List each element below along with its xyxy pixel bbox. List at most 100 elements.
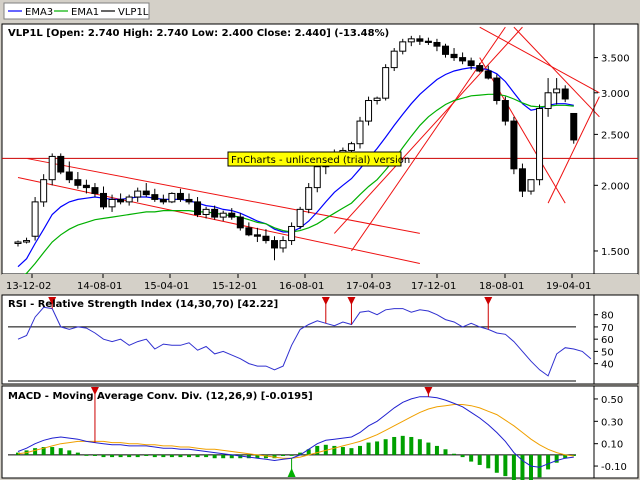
macd-histogram-bar — [263, 454, 268, 459]
macd-histogram-bar — [358, 445, 362, 455]
candle-body — [23, 240, 31, 243]
time-axis-label: 18-08-01 — [479, 281, 524, 292]
price-y-axis: 1.500 2.000 2.500 3.000 3.500 — [593, 24, 630, 274]
time-axis-label: 15-04-01 — [144, 281, 189, 292]
price-trendline — [547, 96, 600, 204]
macd-histogram-bar — [443, 449, 448, 455]
time-axis-label: 16-08-01 — [279, 281, 324, 292]
macd-histogram-bar — [144, 454, 149, 456]
macd-histogram-bar — [67, 450, 72, 455]
rsi-y-tick-label: 70 — [601, 323, 614, 334]
macd-buy-marker — [287, 468, 296, 477]
macd-histogram-bar — [255, 454, 260, 459]
macd-histogram-bar — [118, 454, 123, 458]
macd-histogram-bar — [41, 447, 46, 455]
price-y-tick-label: 2.000 — [601, 181, 630, 192]
candle-body — [313, 166, 321, 189]
macd-line — [17, 396, 574, 468]
macd-histogram-bar — [546, 454, 551, 470]
candle-body — [219, 212, 227, 218]
time-axis-label: 15-12-01 — [212, 281, 257, 292]
candle-body — [561, 88, 569, 100]
macd-plot: -0.10 0.10 0.30 0.50 — [8, 386, 627, 480]
candle-body — [262, 235, 270, 242]
candle-body — [65, 171, 73, 181]
candle-body — [442, 45, 449, 55]
rsi-sell-marker — [321, 297, 330, 305]
macd-histogram-bar — [383, 439, 388, 455]
macd-histogram-bar — [452, 453, 457, 455]
price-trendlines — [17, 26, 600, 264]
candle-body — [211, 208, 219, 218]
macd-histogram-bar — [460, 454, 465, 458]
candle-body — [31, 201, 39, 237]
macd-histogram-bar — [246, 454, 251, 459]
macd-histogram-bar — [366, 442, 371, 455]
candle-body — [527, 179, 535, 192]
rsi-sell-marker — [48, 297, 57, 305]
macd-histogram-bar — [221, 454, 226, 459]
candle-body — [518, 168, 526, 192]
candle-body — [228, 212, 236, 218]
price-panel-title: VLP1L [Open: 2.740 High: 2.740 Low: 2.40… — [8, 28, 389, 39]
candle-body — [544, 92, 552, 110]
macd-histogram-bar — [50, 447, 55, 455]
candle-body — [134, 190, 142, 198]
candle-body — [493, 77, 501, 102]
macd-histogram-bar — [195, 454, 200, 458]
macd-histogram-bar — [187, 454, 191, 458]
price-y-tick-label: 1.500 — [601, 247, 630, 258]
candle-body — [117, 198, 125, 203]
macd-histogram-bar — [340, 447, 345, 455]
price-plot-area — [1, 23, 639, 275]
macd-histogram-bar — [571, 454, 576, 456]
price-panel: 1.500 2.000 2.500 3.000 3.500 VLP1L [Open: 2… — [1, 23, 639, 279]
time-axis-label: 14-08-01 — [77, 281, 122, 292]
macd-histogram-bar — [563, 454, 568, 459]
candle-body — [510, 120, 518, 170]
rsi-sell-marker — [347, 297, 356, 305]
candle-body — [347, 143, 355, 151]
macd-sell-marker — [424, 387, 433, 395]
macd-histogram-bar — [101, 454, 106, 458]
macd-histogram-bar — [503, 454, 508, 477]
candle-body — [159, 198, 167, 203]
candle-body — [459, 57, 467, 62]
rsi-panel-title: RSI - Relative Strength Index (14,30,70)… — [8, 299, 278, 310]
macd-panel: -0.10 0.10 0.30 0.50 MACD - Moving Average … — [1, 385, 639, 480]
macd-histogram-bar — [434, 445, 439, 455]
candle-body — [288, 225, 296, 242]
macd-panel-title: MACD - Moving Average Conv. Div. (12,26,… — [8, 391, 313, 402]
time-axis-label: 17-12-01 — [411, 281, 456, 292]
macd-y-tick-label: 0.30 — [601, 417, 623, 428]
macd-histogram-bar — [537, 454, 542, 478]
macd-y-tick-label: 0.50 — [601, 395, 623, 406]
candle-body — [74, 179, 82, 186]
macd-histogram-bar — [229, 454, 234, 459]
macd-histogram-bar — [332, 445, 337, 455]
candle-body — [399, 41, 407, 52]
macd-histogram-bar — [33, 448, 38, 455]
price-trendline — [26, 157, 420, 234]
macd-histogram-bar — [426, 442, 431, 455]
rsi-plot-area — [1, 294, 639, 385]
macd-histogram-bar — [92, 454, 97, 456]
candle-body — [536, 108, 544, 181]
candle-body — [245, 227, 253, 236]
rsi-line — [17, 306, 592, 377]
macd-histogram-bar — [315, 445, 320, 455]
candle-body — [91, 187, 99, 194]
macd-histogram-bar — [511, 454, 516, 480]
candle-body — [356, 120, 364, 145]
macd-histogram-bar — [84, 454, 89, 456]
candle-body — [433, 41, 441, 47]
candle-body — [305, 187, 313, 210]
candle-body — [100, 192, 107, 208]
rsi-y-tick-label: 80 — [601, 311, 614, 322]
time-axis-label: 13-12-02 — [6, 281, 51, 292]
rsi-y-tick-label: 60 — [601, 335, 614, 346]
macd-histogram-bar — [169, 454, 174, 458]
price-trendline — [333, 26, 523, 234]
